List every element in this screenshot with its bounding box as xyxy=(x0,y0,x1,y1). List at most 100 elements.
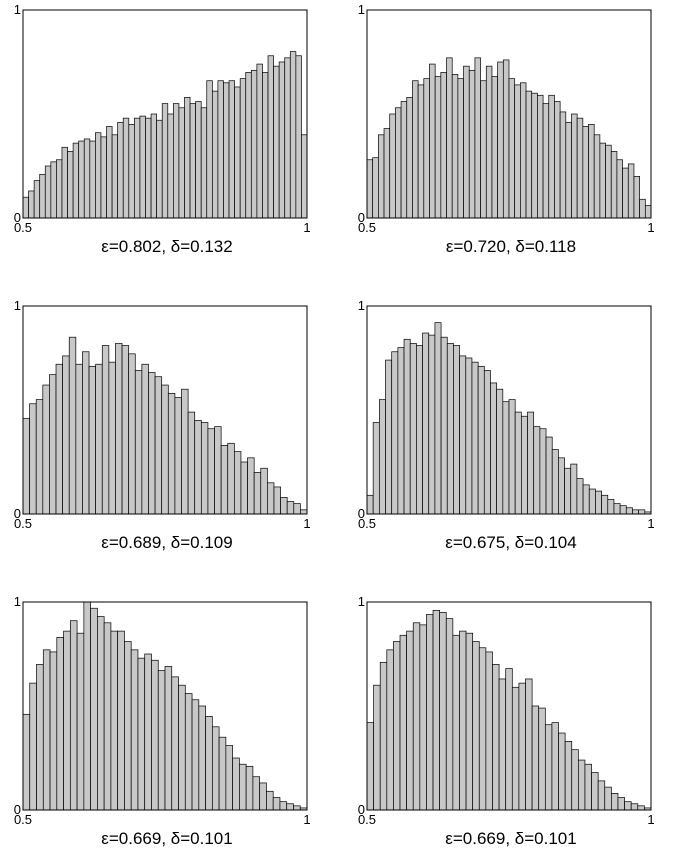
histogram-bar xyxy=(42,649,51,811)
x-tick-right: 1 xyxy=(303,220,310,235)
histogram-svg: 1 00.5 1 ε=0.802, δ=0.132 xyxy=(14,2,311,256)
histogram-bar xyxy=(211,726,220,811)
histogram-bar xyxy=(463,65,470,219)
histogram-bar xyxy=(35,399,44,515)
histogram-bar xyxy=(637,805,645,811)
histogram-bar xyxy=(490,382,497,515)
histogram-bar xyxy=(28,190,35,219)
histogram-bar xyxy=(97,616,105,811)
histogram-bar xyxy=(67,151,74,219)
histogram-bar xyxy=(601,494,609,515)
histogram-bar xyxy=(260,467,268,515)
histogram-bar xyxy=(83,138,91,219)
histogram-bar xyxy=(253,472,262,515)
histogram-bar xyxy=(256,63,263,219)
x-tick-left: 0.5 xyxy=(358,516,376,531)
histogram-bar xyxy=(239,78,247,219)
histogram-bar xyxy=(289,51,297,219)
histogram-bar xyxy=(366,722,374,811)
histogram-bar xyxy=(440,72,447,219)
histogram-bar xyxy=(198,705,206,811)
histogram-svg: 1 00.5 1 ε=0.720, δ=0.118 xyxy=(358,2,655,256)
x-tick-left: 0.5 xyxy=(358,220,376,235)
histogram-bar xyxy=(128,124,135,219)
histogram-bar xyxy=(184,693,193,811)
histogram-bar xyxy=(429,63,436,219)
histogram-bar xyxy=(178,684,186,811)
y-tick-top: 1 xyxy=(14,298,21,313)
histogram-bar xyxy=(33,180,41,219)
histogram-bar xyxy=(564,467,572,515)
histogram-bar xyxy=(597,780,606,811)
histogram-bar xyxy=(110,630,119,811)
histogram-bar xyxy=(111,134,119,219)
histogram-bar xyxy=(452,634,460,811)
histogram-bar xyxy=(397,347,405,515)
histogram-bar xyxy=(211,90,219,219)
histogram-bar xyxy=(134,370,143,515)
y-tick-bottom: 0 xyxy=(358,210,365,225)
histogram-bar xyxy=(301,134,308,219)
histogram-bar xyxy=(184,97,191,219)
histogram-bar xyxy=(379,661,388,811)
histogram-bar xyxy=(558,732,566,811)
histogram-bar xyxy=(164,666,173,811)
histogram-bar xyxy=(505,668,513,811)
x-tick-left: 0.5 xyxy=(14,516,32,531)
histogram-bar xyxy=(223,82,230,219)
histogram-bar xyxy=(542,103,550,219)
histogram-bar xyxy=(372,157,379,219)
histogram-bar xyxy=(537,94,544,219)
histogram-bar xyxy=(157,670,166,811)
histogram-bar xyxy=(520,82,527,219)
histogram-bar xyxy=(44,165,52,219)
histogram-bar xyxy=(39,173,46,219)
histogram-bar xyxy=(144,653,152,811)
histogram-bar xyxy=(295,55,302,219)
y-tick-bottom: 0 xyxy=(14,506,21,521)
histogram-bar xyxy=(525,90,533,219)
histogram-bar xyxy=(474,57,481,219)
histogram-bar xyxy=(610,151,618,219)
histogram-bar xyxy=(62,355,70,515)
histogram-bar xyxy=(151,659,159,811)
histogram-bar xyxy=(383,128,391,219)
histogram-bar xyxy=(417,84,425,219)
histogram-bar xyxy=(76,632,85,811)
histogram-bar xyxy=(63,630,71,811)
histogram-bar xyxy=(156,119,163,219)
histogram-bar xyxy=(122,117,130,219)
histogram-caption: ε=0.689, δ=0.109 xyxy=(101,533,232,552)
histogram-bar xyxy=(56,159,63,219)
histogram-bar xyxy=(551,722,559,811)
histogram-bar xyxy=(453,345,460,515)
histogram-bar xyxy=(459,355,467,515)
y-tick-bottom: 0 xyxy=(14,210,21,225)
histogram-bar xyxy=(128,353,136,515)
histogram-bar xyxy=(217,80,224,219)
histogram-bar xyxy=(61,146,68,219)
histogram-bar xyxy=(194,420,202,515)
histogram-bar xyxy=(508,78,516,219)
histogram-bar xyxy=(366,494,374,515)
histogram-bar xyxy=(389,113,396,219)
histogram-bar xyxy=(412,80,419,219)
histogram-bar xyxy=(278,61,286,219)
histogram-bar xyxy=(68,336,77,515)
histogram-bar xyxy=(284,57,291,219)
histogram-bar xyxy=(416,345,423,515)
histogram-bar xyxy=(502,401,510,515)
histogram-bar xyxy=(559,111,567,219)
histogram-bar xyxy=(440,336,448,515)
histogram-bar xyxy=(391,351,399,515)
histogram-bar xyxy=(234,86,241,219)
histogram-bar xyxy=(178,107,185,219)
y-tick-bottom: 0 xyxy=(14,802,21,817)
histogram-bar xyxy=(511,686,520,811)
histogram-bar xyxy=(252,776,261,811)
histogram-bar xyxy=(459,630,467,811)
histogram-bar xyxy=(154,376,163,515)
histogram-bar xyxy=(593,134,601,219)
histogram-bar xyxy=(518,682,526,811)
histogram-bar xyxy=(191,699,200,811)
